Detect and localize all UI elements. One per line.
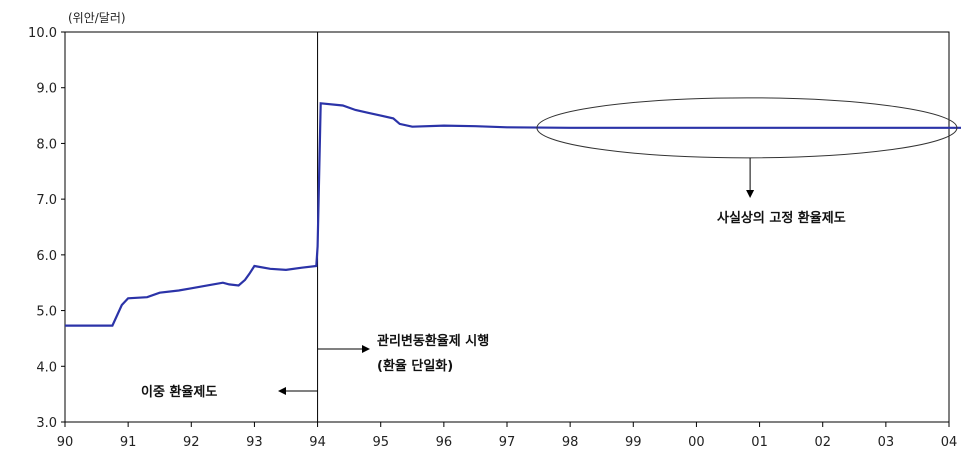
x-tick-label: 93 (246, 435, 263, 450)
x-tick-label: 95 (372, 435, 389, 450)
x-tick-label: 98 (562, 435, 579, 450)
dual-regime-arrowhead (278, 387, 286, 395)
x-tick-label: 00 (688, 435, 705, 450)
managed-float-label: 관리변동환율제 시행 (377, 333, 489, 349)
y-tick-label: 4.0 (36, 360, 57, 375)
managed-float-sub-label: (환율 단일화) (377, 358, 453, 374)
y-tick-label: 6.0 (36, 249, 57, 264)
x-tick-label: 99 (625, 435, 642, 450)
managed-float-arrowhead (362, 345, 370, 353)
x-tick-label: 03 (878, 435, 895, 450)
fixed-regime-label: 사실상의 고정 환율제도 (717, 210, 846, 226)
fixed-regime-ellipse (536, 97, 958, 159)
y-axis: 10.0 9.0 8.0 7.0 6.0 5.0 4.0 3.0 (28, 26, 65, 431)
x-tick-label: 04 (941, 435, 958, 450)
y-tick-label: 7.0 (36, 193, 57, 208)
y-tick-label: 8.0 (36, 137, 57, 152)
y-unit-label: (위안/달러) (68, 11, 126, 25)
y-tick-label: 9.0 (36, 82, 57, 97)
x-tick-label: 94 (309, 435, 326, 450)
plot-area (64, 31, 950, 423)
y-tick-label: 10.0 (28, 26, 57, 41)
x-tick-label: 90 (57, 435, 74, 450)
x-tick-label: 97 (499, 435, 516, 450)
x-tick-label: 02 (814, 435, 831, 450)
x-tick-label: 92 (183, 435, 200, 450)
fixed-regime-arrowhead (746, 190, 755, 198)
x-tick-label: 96 (436, 435, 453, 450)
x-tick-label: 01 (751, 435, 768, 450)
y-tick-label: 5.0 (36, 305, 57, 320)
series-line (65, 102, 961, 327)
dual-regime-label: 이중 환율제도 (141, 384, 217, 400)
x-tick-label: 91 (120, 435, 137, 450)
x-axis: 90 91 92 93 94 95 96 97 98 99 00 01 02 03 04 (57, 422, 958, 450)
y-tick-label: 3.0 (36, 416, 57, 431)
